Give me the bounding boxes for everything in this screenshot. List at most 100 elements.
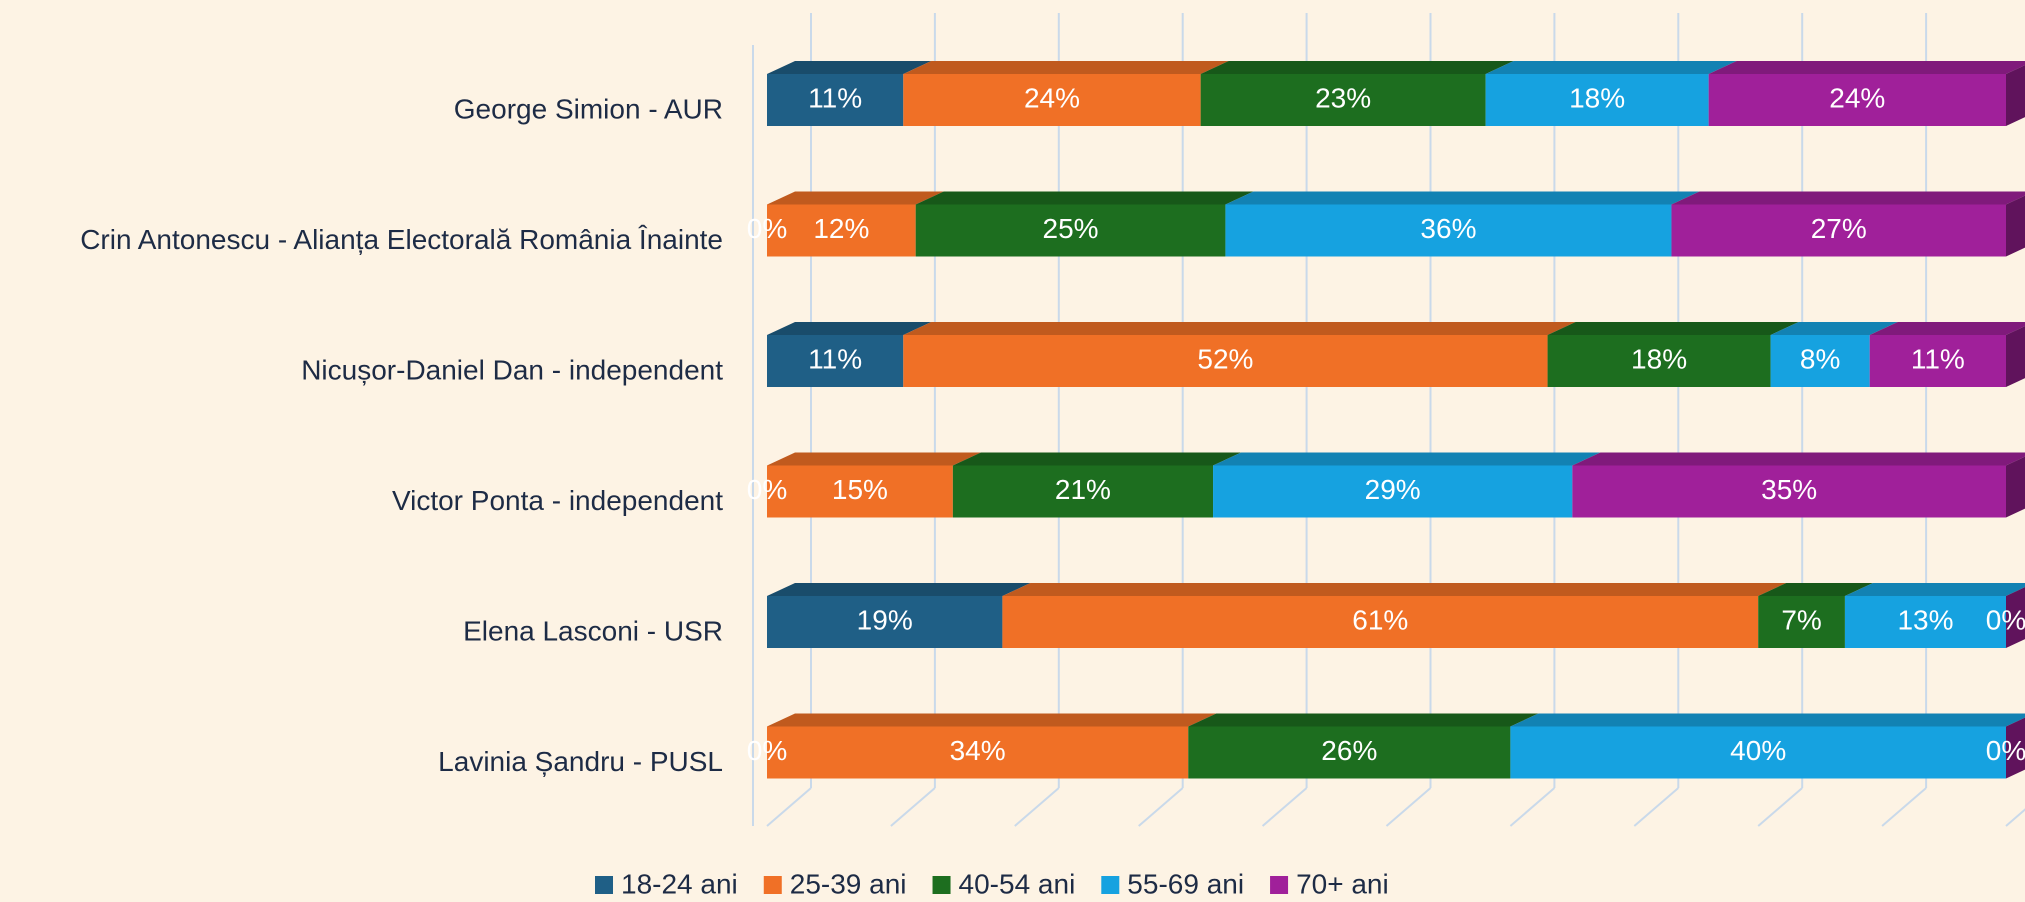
legend-label: 25-39 ani (790, 868, 907, 899)
data-label: 35% (1761, 474, 1817, 505)
bar-top (1869, 322, 2025, 335)
legend-swatch (595, 876, 613, 894)
bar (952, 465, 1214, 518)
category-label: George Simion - AUR (454, 93, 723, 124)
bar (915, 204, 1226, 257)
legend-swatch (763, 876, 782, 894)
data-label: 12% (813, 213, 869, 244)
legend-swatch (932, 876, 951, 894)
bar-top (1547, 322, 1799, 335)
bar-top (767, 191, 944, 205)
bar-top (1708, 61, 2025, 74)
bar-top (1225, 191, 1700, 205)
bar-top (1002, 583, 1787, 596)
data-label: 27% (1811, 213, 1867, 244)
data-label: 8% (1800, 343, 1840, 374)
bar-end (2006, 456, 2025, 518)
data-label: 0% (747, 474, 787, 505)
category-label: Nicușor-Daniel Dan - independent (301, 354, 723, 385)
data-label: 40% (1730, 735, 1786, 766)
bar-top (1770, 322, 1898, 335)
data-label: 29% (1365, 474, 1421, 505)
bar-top (903, 322, 1576, 335)
bar (903, 335, 1548, 387)
grid-line (1757, 787, 1803, 827)
grid-line (1014, 787, 1060, 827)
bar-top (767, 322, 932, 335)
data-label: 11% (808, 343, 862, 374)
grid-line (1509, 787, 1556, 827)
bar (1002, 596, 1759, 648)
bar (1547, 335, 1771, 387)
data-label: 24% (1024, 82, 1080, 113)
bar-end (2006, 65, 2025, 126)
grid-line (1881, 787, 1927, 827)
bar (1869, 335, 2006, 387)
data-label: 23% (1315, 82, 1371, 113)
bar (767, 596, 1003, 648)
legend-swatch (1270, 876, 1289, 894)
data-label: 19% (857, 604, 913, 635)
data-label: 36% (1420, 213, 1476, 244)
bar (767, 726, 1189, 779)
grid-line (1385, 787, 1432, 827)
data-label: 18% (1631, 343, 1687, 374)
grid-line (1138, 787, 1184, 827)
bar-top (767, 713, 1217, 727)
data-label: 34% (950, 735, 1006, 766)
legend-label: 40-54 ani (959, 868, 1076, 899)
data-label: 52% (1197, 343, 1253, 374)
bar-top (1844, 583, 2025, 596)
bar (1510, 726, 2006, 779)
data-label: 26% (1321, 735, 1377, 766)
data-label: 0% (1986, 735, 2025, 766)
legend-label: 70+ ani (1296, 868, 1389, 899)
data-label: 0% (1986, 604, 2025, 635)
grid-line (1633, 787, 1679, 827)
bar (1708, 74, 2006, 126)
bar (1572, 465, 2006, 518)
data-label: 11% (808, 82, 862, 113)
data-label: 7% (1781, 604, 1821, 635)
data-label: 25% (1043, 213, 1099, 244)
grid-line (890, 787, 936, 827)
bar-top (903, 61, 1229, 74)
bar-end (2006, 326, 2025, 387)
bar (1485, 74, 1709, 126)
bar-top (1213, 452, 1601, 466)
bar (1200, 74, 1486, 126)
bar-top (915, 191, 1254, 205)
bar (767, 204, 916, 257)
bar (1225, 204, 1672, 257)
bar (767, 465, 953, 518)
category-label: Elena Lasconi - USR (463, 615, 723, 646)
bar (767, 335, 904, 387)
data-label: 21% (1055, 474, 1111, 505)
bar-top (1758, 583, 1873, 596)
bar (1758, 596, 1845, 648)
bar (1770, 335, 1870, 387)
grid-line (1261, 787, 1308, 827)
bar-top (1200, 61, 1514, 74)
data-label: 11% (1911, 343, 1965, 374)
bar-top (1188, 713, 1539, 727)
bar (1213, 465, 1573, 518)
bar-top (1572, 452, 2025, 466)
data-label: 0% (747, 213, 787, 244)
bar-top (1485, 61, 1737, 74)
bar (767, 74, 904, 126)
legend-label: 18-24 ani (621, 868, 738, 899)
bar-end (2006, 717, 2025, 779)
grid-line (2005, 808, 2025, 827)
bar-end (2006, 587, 2025, 648)
bar-top (1510, 713, 2025, 727)
data-label: 61% (1352, 604, 1408, 635)
bar-top (767, 61, 932, 74)
data-label: 13% (1897, 604, 1953, 635)
data-label: 24% (1829, 82, 1885, 113)
bar (903, 74, 1201, 126)
category-label: Lavinia Șandru - PUSL (438, 746, 723, 777)
bar-top (767, 452, 981, 466)
bar-top (952, 452, 1242, 466)
